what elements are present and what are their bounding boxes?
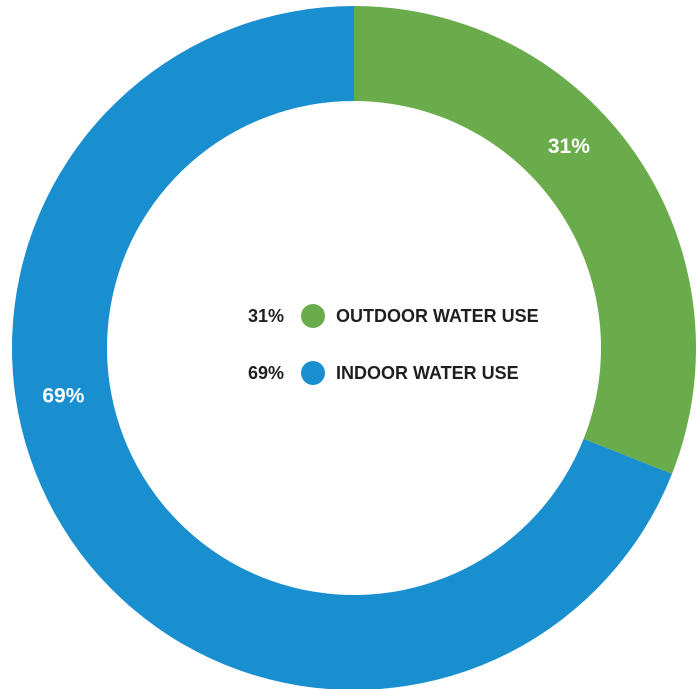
slice-label-outdoor: 31% <box>548 135 590 158</box>
legend-value-indoor: 69% <box>248 363 284 383</box>
legend-swatch-indoor <box>301 361 325 385</box>
legend-value-outdoor: 31% <box>248 306 284 326</box>
legend-item-outdoor: 31% OUTDOOR WATER USE <box>248 304 539 328</box>
slice-label-indoor: 69% <box>42 384 84 407</box>
legend-label-outdoor: OUTDOOR WATER USE <box>336 306 539 326</box>
donut-slice-outdoor <box>354 6 697 474</box>
legend-label-indoor: INDOOR WATER USE <box>336 363 519 383</box>
donut-slices <box>12 6 697 689</box>
legend-swatch-outdoor <box>301 304 325 328</box>
legend-item-indoor: 69% INDOOR WATER USE <box>248 361 519 385</box>
legend: 31% OUTDOOR WATER USE 69% INDOOR WATER U… <box>248 304 539 385</box>
